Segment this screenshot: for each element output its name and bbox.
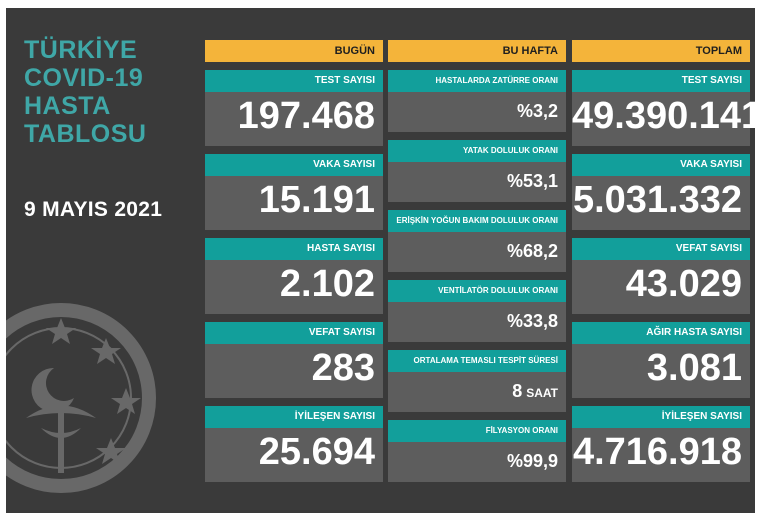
week-header: BU HAFTA [388,40,566,62]
total-recovered-cell: İYİLEŞEN SAYISI 4.716.918 [572,406,750,482]
cell-label: VAKA SAYISI [205,154,383,176]
cell-label: VENTİLATÖR DOLULUK ORANI [388,280,566,302]
cell-value: 49.390.141 [572,95,755,137]
cell-label: AĞIR HASTA SAYISI [572,322,750,344]
cell-label: FİLYASYON ORANI [388,420,566,442]
today-header: BUGÜN [205,40,383,62]
title-line: HASTA [24,92,111,120]
cell-label: İYİLEŞEN SAYISI [205,406,383,428]
cell-label: HASTA SAYISI [205,238,383,260]
week-icu-occupancy-cell: ERİŞKİN YOĞUN BAKIM DOLULUK ORANI %68,2 [388,210,566,272]
cell-value: 197.468 [237,95,375,137]
week-column: BU HAFTA HASTALARDA ZATÜRRE ORANI %3,2 Y… [388,40,566,482]
covid-table-board: TÜRKİYE COVID-19 HASTA TABLOSU 9 MAYIS 2… [6,8,755,513]
today-recovered-cell: İYİLEŞEN SAYISI 25.694 [205,406,383,482]
cell-value: 15.191 [258,179,375,221]
board-title: TÜRKİYE COVID-19 HASTA TABLOSU [24,36,146,148]
cell-label: TEST SAYISI [572,70,750,92]
total-severe-cell: AĞIR HASTA SAYISI 3.081 [572,322,750,398]
week-bed-occupancy-cell: YATAK DOLULUK ORANI %53,1 [388,140,566,202]
cell-value: 2.102 [279,263,375,305]
week-contact-time-cell: ORTALAMA TEMASLI TESPİT SÜRESİ 8 SAAT [388,350,566,412]
week-filiation-cell: FİLYASYON ORANI %99,9 [388,420,566,482]
today-test-cell: TEST SAYISI 197.468 [205,70,383,146]
cell-value: %68,2 [506,241,558,261]
cell-label: ERİŞKİN YOĞUN BAKIM DOLULUK ORANI [388,210,566,232]
cell-value: %3,2 [516,101,558,121]
cell-value: %33,8 [506,311,558,331]
cell-value: 283 [311,347,375,389]
today-column: BUGÜN TEST SAYISI 197.468 VAKA SAYISI 15… [205,40,383,482]
cell-label: İYİLEŞEN SAYISI [572,406,750,428]
cell-label: VEFAT SAYISI [572,238,750,260]
cell-label: VEFAT SAYISI [205,322,383,344]
report-date: 9 MAYIS 2021 [24,198,163,221]
cell-label: HASTALARDA ZATÜRRE ORANI [388,70,566,92]
ministry-emblem-icon [6,303,156,493]
total-test-cell: TEST SAYISI 49.390.141 [572,70,755,146]
title-line: TABLOSU [24,120,147,148]
week-pneumonia-cell: HASTALARDA ZATÜRRE ORANI %3,2 [388,70,566,132]
cell-value: 25.694 [258,431,375,473]
cell-value: %99,9 [506,451,558,471]
today-death-cell: VEFAT SAYISI 283 [205,322,383,398]
value-unit: SAAT [526,386,558,400]
cell-label: TEST SAYISI [205,70,383,92]
cell-value: %53,1 [506,171,558,191]
cell-label: ORTALAMA TEMASLI TESPİT SÜRESİ [388,350,566,372]
cell-value: 43.029 [625,263,742,305]
week-ventilator-cell: VENTİLATÖR DOLULUK ORANI %33,8 [388,280,566,342]
cell-value: 8 SAAT [388,372,566,412]
title-line: COVID-19 [24,64,144,92]
cell-value: 5.031.332 [572,179,742,221]
today-case-cell: VAKA SAYISI 15.191 [205,154,383,230]
cell-label: YATAK DOLULUK ORANI [388,140,566,162]
total-death-cell: VEFAT SAYISI 43.029 [572,238,750,314]
cell-label: VAKA SAYISI [572,154,750,176]
cell-value: 4.716.918 [572,431,742,473]
total-header: TOPLAM [572,40,750,62]
cell-value: 3.081 [646,347,742,389]
today-patient-cell: HASTA SAYISI 2.102 [205,238,383,314]
value-number: 8 [512,381,523,401]
total-column: TOPLAM TEST SAYISI 49.390.141 VAKA SAYIS… [572,40,755,482]
total-case-cell: VAKA SAYISI 5.031.332 [572,154,750,230]
title-line: TÜRKİYE [24,36,138,64]
